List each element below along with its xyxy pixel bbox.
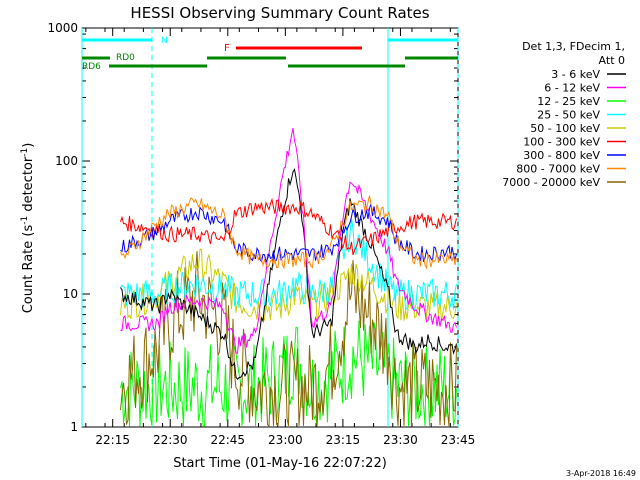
- legend-entry-label: 25 - 50 keV: [537, 109, 600, 122]
- timestamp: 3-Apr-2018 16:49: [566, 469, 636, 478]
- night-label: N: [161, 36, 168, 46]
- legend-entry-label: 6 - 12 keV: [544, 82, 600, 95]
- legend-entry-label: 7000 - 20000 keV: [502, 176, 600, 189]
- series-line: [120, 168, 457, 380]
- flare-label: F: [224, 43, 230, 54]
- series-line: [120, 195, 457, 270]
- legend-entry-label: 300 - 800 keV: [523, 149, 600, 162]
- y-tick-label: 10: [63, 287, 78, 301]
- x-tick-label: 23:45: [441, 433, 476, 447]
- legend-header: Att 0: [599, 54, 625, 67]
- rd6-label: RD6: [82, 62, 101, 72]
- x-tick-label: 23:15: [326, 433, 361, 447]
- x-tick-label: 23:30: [383, 433, 418, 447]
- y-axis-label: Count Rate (s-1 detector-1): [20, 143, 36, 314]
- series-line: [120, 251, 457, 427]
- series-line: [120, 320, 457, 427]
- legend-entry-label: 800 - 7000 keV: [516, 163, 600, 176]
- y-tick-label: 1000: [47, 21, 78, 35]
- series-line: [120, 127, 457, 354]
- y-tick-label: 100: [55, 154, 78, 168]
- x-tick-label: 22:15: [95, 433, 130, 447]
- legend-entry-label: 100 - 300 keV: [523, 136, 600, 149]
- legend-entry-label: 12 - 25 keV: [537, 95, 600, 108]
- series-layer: [120, 127, 457, 427]
- legend-header: Det 1,3, FDecim 1,: [522, 40, 625, 53]
- legend-entry-label: 50 - 100 keV: [530, 122, 600, 135]
- axis-ticks: 1 10 100 1000 22:15 22:30 22:45 23:00 23:15 23:30…: [47, 21, 475, 447]
- legend-entry-label: 3 - 6 keV: [551, 68, 600, 81]
- y-tick-label: 1: [70, 420, 78, 434]
- status-flags: N F RD0 RD6: [81, 28, 459, 427]
- series-line: [120, 197, 457, 256]
- chart-title: HESSI Observing Summary Count Rates: [130, 4, 429, 22]
- series-line: [120, 218, 457, 311]
- x-tick-label: 23:00: [268, 433, 303, 447]
- x-tick-label: 22:30: [153, 433, 188, 447]
- x-tick-label: 22:45: [210, 433, 245, 447]
- rd0-label: RD0: [116, 53, 135, 63]
- x-axis-label: Start Time (01-May-16 22:07:22): [173, 456, 387, 471]
